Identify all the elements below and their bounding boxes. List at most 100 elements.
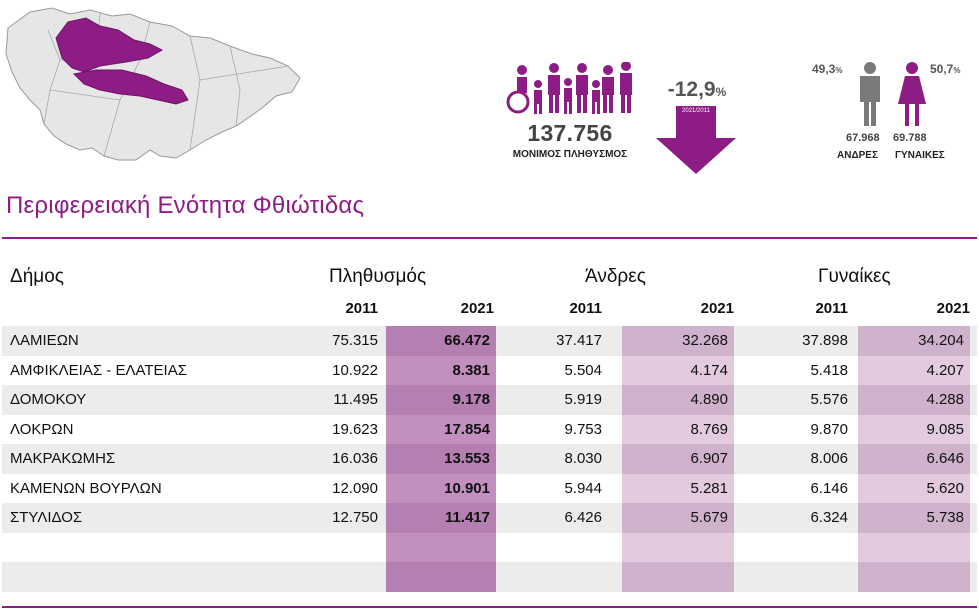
women-2021: 9.085 [858, 414, 970, 444]
people-group-icon [506, 62, 632, 114]
pop-2011: 12.750 [332, 509, 378, 526]
header-population: Πληθυσμός [329, 266, 427, 287]
women-2011 [762, 562, 848, 592]
pop-2021: 8.381 [386, 355, 496, 385]
women-2011: 8.006 [810, 450, 848, 467]
header-pop-2021: 2021 [460, 300, 494, 317]
header-men-2021: 2021 [700, 300, 734, 317]
pop-2011: 11.495 [333, 391, 378, 408]
women-2021: 5.620 [858, 473, 970, 503]
population-change: -12,9% 2021/2011 [654, 78, 740, 174]
table-row: ΑΜΦΙΚΛΕΙΑΣ - ΕΛΑΤΕΙΑΣ 10.922 8.381 5.504… [2, 355, 977, 385]
women-2011: 37.898 [802, 332, 848, 349]
men-2011: 37.417 [556, 332, 602, 349]
men-2011: 6.426 [564, 509, 602, 526]
pop-2011: 10.922 [332, 361, 378, 379]
header-pop-2011: 2011 [345, 300, 378, 317]
pop-2021: 13.553 [386, 444, 496, 474]
table-row: ΔΟΜΟΚΟΥ 11.495 9.178 5.919 4.890 5.576 4… [2, 385, 977, 415]
men-2021 [622, 562, 734, 592]
pop-2021: 9.178 [386, 385, 496, 415]
table-row [2, 532, 977, 563]
header-men-2011: 2011 [569, 300, 602, 317]
women-percentage: 50,7% [930, 62, 961, 76]
women-2021: 6.646 [858, 444, 970, 474]
header-women-2021: 2021 [936, 300, 970, 317]
municipality-name: ΛΑΜΙΕΩΝ [10, 332, 79, 349]
pop-2021 [386, 562, 496, 592]
men-2011: 8.030 [564, 450, 602, 467]
population-label: ΜΟΝΙΜΟΣ ΠΛΗΘΥΣΜΟΣ [512, 149, 628, 160]
municipality-name: ΜΑΚΡΑΚΩΜΗΣ [10, 450, 116, 467]
region-map [5, 7, 301, 161]
down-arrow-icon [656, 106, 736, 174]
table-row: ΚΑΜΕΝΩΝ ΒΟΥΡΛΩΝ 12.090 10.901 5.944 5.28… [2, 473, 977, 503]
pop-2021: 17.854 [386, 414, 496, 444]
men-2011: 5.504 [564, 361, 602, 379]
women-2011: 6.146 [810, 479, 848, 497]
pop-2011: 12.090 [332, 479, 378, 497]
women-2011: 5.418 [810, 361, 848, 379]
pop-2021: 10.901 [386, 473, 496, 503]
women-2021: 5.738 [858, 503, 970, 533]
women-count: 69.788 [893, 132, 927, 144]
page-title: Περιφερειακή Ενότητα Φθιώτιδας [6, 192, 365, 219]
women-2011: 6.324 [810, 509, 848, 526]
men-2021: 4.890 [622, 385, 734, 415]
population-total: 137.756 [527, 120, 613, 146]
header-municipality: Δήμος [10, 266, 64, 287]
men-label: ΑΝΔΡΕΣ [837, 150, 878, 161]
table-body: ΛΑΜΙΕΩΝ 75.315 66.472 37.417 32.268 37.8… [2, 326, 977, 592]
table-row: ΜΑΚΡΑΚΩΜΗΣ 16.036 13.553 8.030 6.907 8.0… [2, 444, 977, 474]
men-2021: 8.769 [622, 414, 734, 444]
man-icon [860, 62, 880, 126]
title-divider [2, 237, 977, 239]
header-women-2011: 2011 [815, 300, 848, 317]
men-2021: 5.281 [622, 473, 734, 503]
table-row: ΣΤΥΛΙΔΟΣ 12.750 11.417 6.426 5.679 6.324… [2, 503, 977, 533]
women-2021: 34.204 [858, 326, 970, 356]
header-men: Άνδρες [585, 266, 646, 287]
women-2021: 4.288 [858, 385, 970, 415]
woman-icon [898, 62, 926, 126]
men-2011: 9.753 [564, 420, 602, 438]
change-period: 2021/2011 [682, 108, 710, 114]
men-2011: 5.919 [564, 391, 602, 408]
map-highlight-fthiotida [55, 17, 189, 105]
men-2021: 6.907 [622, 444, 734, 474]
header-women: Γυναίκες [818, 266, 891, 287]
women-2011: 9.870 [810, 420, 848, 438]
municipality-name: ΑΜΦΙΚΛΕΙΑΣ - ΕΛΑΤΕΙΑΣ [10, 361, 187, 379]
men-2011 [522, 533, 602, 563]
pop-2011 [292, 533, 378, 563]
pop-2021 [386, 532, 496, 562]
women-2011: 5.576 [810, 391, 848, 408]
men-2021 [622, 532, 734, 562]
women-2011 [762, 533, 848, 563]
pop-2011: 75.315 [332, 332, 378, 349]
population-summary: 137.756 ΜΟΝΙΜΟΣ ΠΛΗΘΥΣΜΟΣ [490, 62, 650, 160]
table-row [2, 562, 977, 592]
men-2021: 5.679 [622, 503, 734, 533]
municipality-name: ΔΟΜΟΚΟΥ [10, 391, 87, 408]
bottom-divider [2, 606, 977, 608]
change-value-text: -12,9% [667, 78, 727, 101]
men-percentage: 49,3% [812, 62, 843, 76]
men-2021: 32.268 [622, 326, 734, 356]
municipality-name: ΛΟΚΡΩΝ [10, 420, 74, 438]
pop-2011: 19.623 [332, 420, 378, 438]
municipality-name: ΚΑΜΕΝΩΝ ΒΟΥΡΛΩΝ [10, 479, 162, 497]
women-2021 [858, 562, 970, 592]
women-label: ΓΥΝΑΙΚΕΣ [895, 150, 945, 161]
pop-2021: 66.472 [386, 326, 496, 356]
municipality-name: ΣΤΥΛΙΔΟΣ [10, 509, 83, 526]
pop-2011 [292, 562, 378, 592]
women-2021 [858, 532, 970, 562]
women-2021: 4.207 [858, 355, 970, 385]
table-row: ΛΑΜΙΕΩΝ 75.315 66.472 37.417 32.268 37.8… [2, 326, 977, 356]
pop-2011: 16.036 [332, 450, 378, 467]
pop-2021: 11.417 [386, 503, 496, 533]
table-row: ΛΟΚΡΩΝ 19.623 17.854 9.753 8.769 9.870 9… [2, 414, 977, 444]
men-2011: 5.944 [564, 479, 602, 497]
men-2011 [522, 562, 602, 592]
